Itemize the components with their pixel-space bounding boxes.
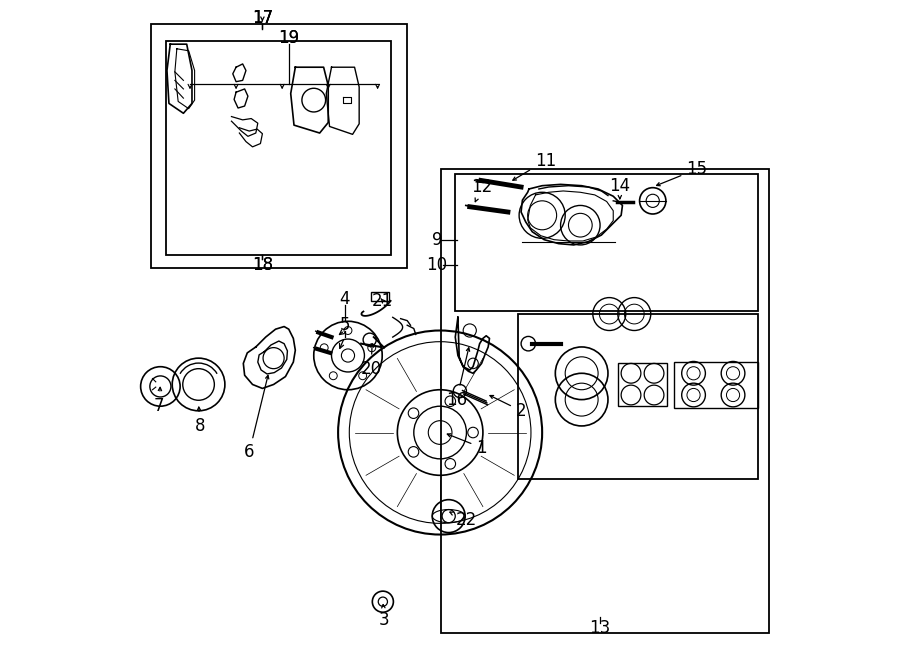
Bar bbox=[617, 364, 667, 407]
Text: 18: 18 bbox=[252, 256, 273, 274]
Bar bbox=[150, 24, 407, 268]
Text: 10: 10 bbox=[427, 256, 447, 274]
Text: 15: 15 bbox=[657, 160, 707, 186]
Text: 4: 4 bbox=[339, 290, 350, 308]
Text: 7: 7 bbox=[154, 387, 165, 414]
Bar bbox=[674, 362, 758, 408]
Text: 5: 5 bbox=[339, 316, 350, 334]
Text: 17: 17 bbox=[252, 9, 273, 27]
Text: 21: 21 bbox=[373, 292, 393, 310]
Text: 6: 6 bbox=[244, 375, 269, 461]
Text: 11: 11 bbox=[513, 151, 556, 180]
Text: 16: 16 bbox=[446, 348, 470, 408]
Text: 14: 14 bbox=[609, 176, 630, 199]
Text: 1: 1 bbox=[447, 434, 487, 457]
Text: 22: 22 bbox=[450, 511, 477, 529]
Text: 12: 12 bbox=[471, 178, 492, 202]
Bar bbox=[455, 174, 758, 311]
Bar bbox=[441, 169, 770, 633]
Text: 18: 18 bbox=[252, 256, 273, 274]
Text: 3: 3 bbox=[379, 605, 390, 629]
Text: 9: 9 bbox=[432, 231, 442, 249]
Text: 19: 19 bbox=[278, 28, 300, 46]
Bar bbox=[518, 314, 758, 479]
Text: 8: 8 bbox=[194, 407, 205, 435]
Text: 2: 2 bbox=[490, 395, 526, 420]
Text: 13: 13 bbox=[590, 619, 611, 637]
Text: 20: 20 bbox=[361, 344, 382, 377]
Bar bbox=[166, 41, 391, 254]
Bar bbox=[371, 292, 389, 301]
Text: 17: 17 bbox=[252, 9, 273, 27]
Text: 19: 19 bbox=[278, 28, 300, 46]
Text: 17: 17 bbox=[252, 9, 273, 27]
